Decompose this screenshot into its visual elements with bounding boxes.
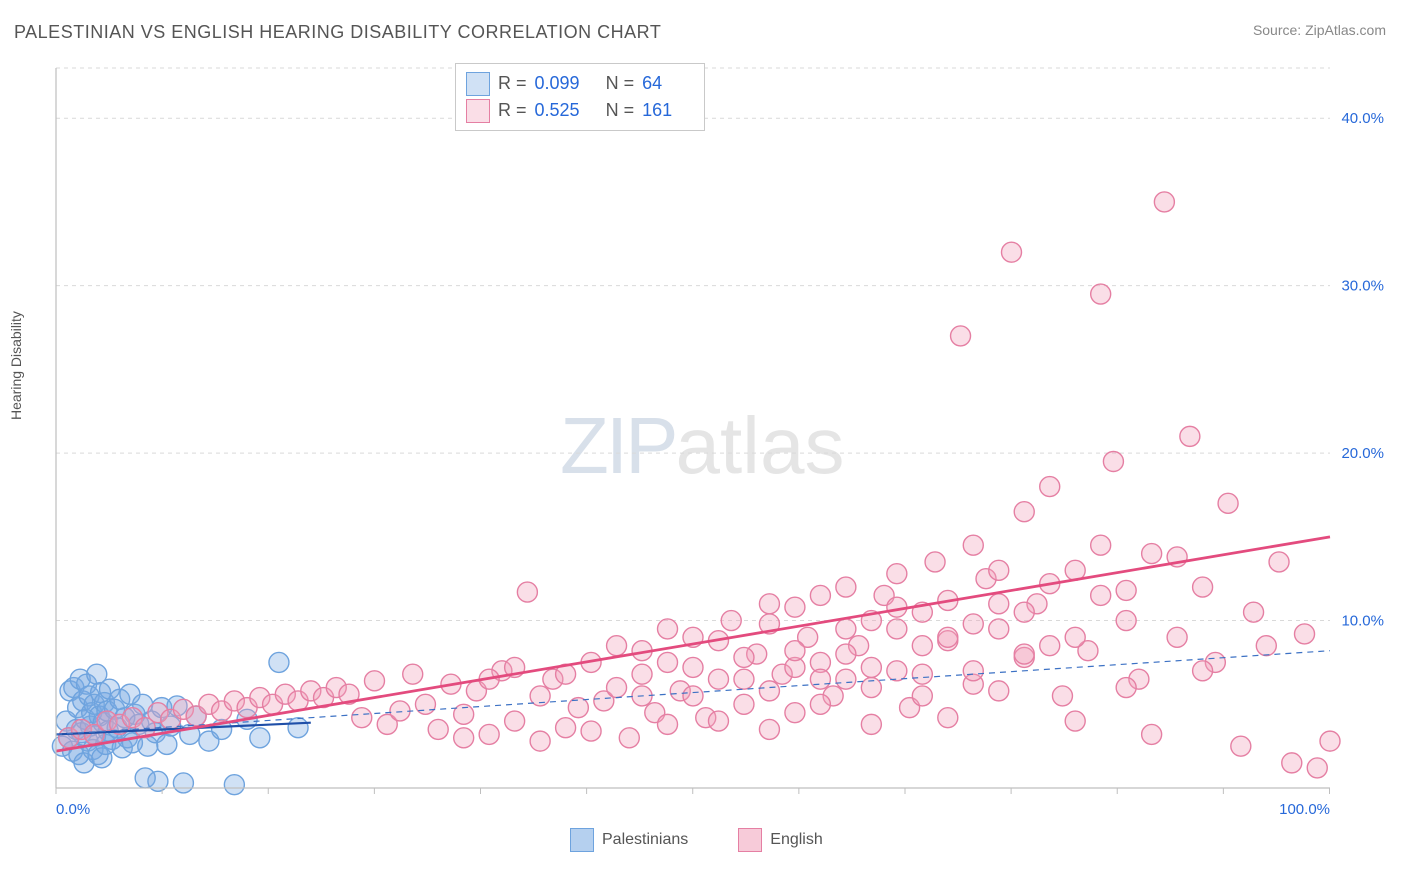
series-legend: Palestinians English bbox=[570, 828, 823, 852]
stats-row-english: R = 0.525 N = 161 bbox=[466, 97, 690, 124]
swatch-english bbox=[466, 99, 490, 123]
chart-title: PALESTINIAN VS ENGLISH HEARING DISABILIT… bbox=[14, 22, 661, 43]
n-label: N = bbox=[606, 70, 635, 97]
r-value-english: 0.525 bbox=[535, 97, 580, 124]
svg-text:40.0%: 40.0% bbox=[1341, 110, 1384, 127]
y-axis-label: Hearing Disability bbox=[8, 311, 24, 420]
r-value-palestinians: 0.099 bbox=[535, 70, 580, 97]
svg-text:30.0%: 30.0% bbox=[1341, 278, 1384, 295]
n-label: N = bbox=[606, 97, 635, 124]
svg-text:20.0%: 20.0% bbox=[1341, 445, 1384, 462]
r-label: R = bbox=[498, 70, 527, 97]
n-value-english: 161 bbox=[642, 97, 672, 124]
legend-label-palestinians: Palestinians bbox=[602, 831, 688, 849]
legend-item-english: English bbox=[738, 828, 822, 852]
legend-item-palestinians: Palestinians bbox=[570, 828, 688, 852]
svg-text:100.0%: 100.0% bbox=[1279, 801, 1330, 818]
legend-swatch-palestinians bbox=[570, 828, 594, 852]
legend-swatch-english bbox=[738, 828, 762, 852]
svg-text:10.0%: 10.0% bbox=[1341, 613, 1384, 630]
svg-text:0.0%: 0.0% bbox=[56, 801, 90, 818]
scatter-plot: 10.0% 20.0% 30.0% 40.0% 0.0% 100.0% bbox=[50, 58, 1390, 818]
stats-row-palestinians: R = 0.099 N = 64 bbox=[466, 70, 690, 97]
stats-legend: R = 0.099 N = 64 R = 0.525 N = 161 bbox=[455, 63, 705, 131]
swatch-palestinians bbox=[466, 72, 490, 96]
r-label: R = bbox=[498, 97, 527, 124]
source-label: Source: ZipAtlas.com bbox=[1253, 22, 1386, 38]
n-value-palestinians: 64 bbox=[642, 70, 662, 97]
legend-label-english: English bbox=[770, 831, 822, 849]
